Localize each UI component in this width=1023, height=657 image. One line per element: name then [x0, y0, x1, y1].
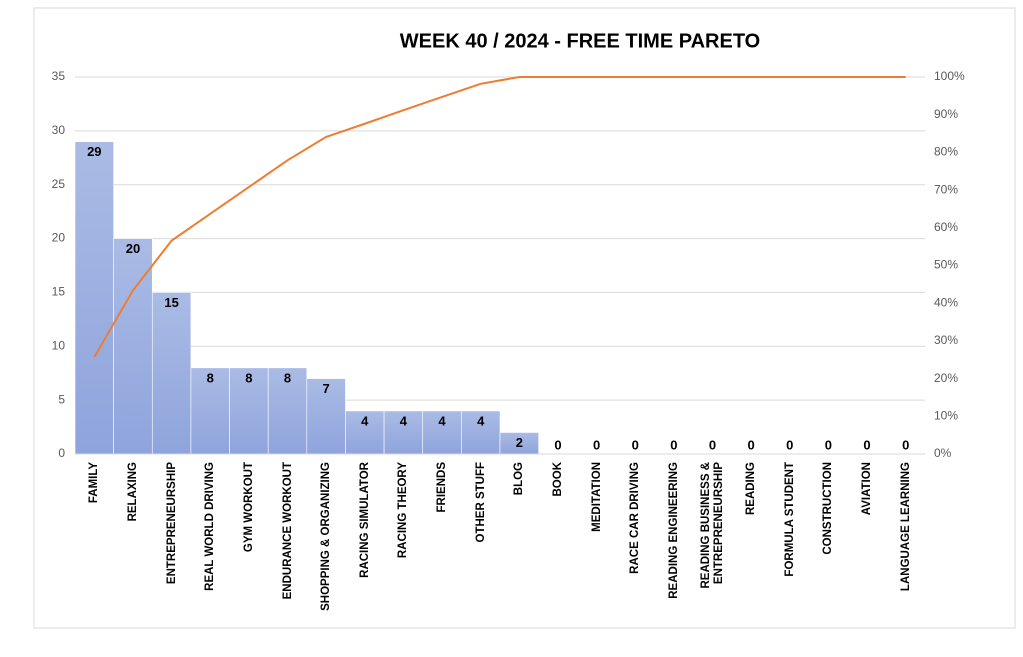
x-tick-label: CONSTRUCTION — [821, 462, 834, 555]
x-tick-label: ENDURANCE WORKOUT — [281, 462, 293, 600]
chart-border — [33, 7, 1016, 629]
x-tick-label: OTHER STUFF — [474, 462, 487, 543]
y2-tick-label: 30% — [934, 333, 958, 347]
y-tick-label: 20 — [52, 231, 66, 245]
value-label: 4 — [477, 413, 485, 428]
value-label: 0 — [554, 437, 561, 452]
bar-shade — [306, 378, 346, 454]
value-label: 8 — [207, 370, 214, 385]
y2-tick-label: 40% — [934, 295, 958, 309]
bar-shade — [384, 410, 423, 454]
y2-tick-label: 10% — [934, 408, 958, 422]
value-label: 0 — [863, 437, 870, 452]
x-tick-label: SHOPPING & ORGANIZING — [319, 462, 332, 611]
y-tick-label: 25 — [52, 177, 66, 191]
y2-tick-label: 0% — [934, 446, 952, 460]
x-tick-label: FRIENDS — [435, 462, 448, 513]
value-label: 29 — [87, 144, 101, 159]
x-tick-label: ENTREPRENEURSHIP — [165, 462, 178, 585]
value-label: 0 — [902, 437, 909, 452]
y2-tick-label: 100% — [934, 69, 965, 83]
bar-shade — [113, 238, 153, 454]
bar-shade — [152, 292, 191, 454]
x-tick-label: GYM WORKOUT — [242, 462, 255, 553]
x-tick-label: FORMULA STUDENT — [783, 462, 796, 577]
value-label: 4 — [400, 413, 408, 428]
value-label: 2 — [516, 435, 523, 450]
bar-shade — [461, 410, 500, 454]
bar-shade — [190, 367, 230, 454]
bar-shade — [345, 410, 385, 454]
chart-title: WEEK 40 / 2024 - FREE TIME PARETO — [400, 30, 760, 52]
value-label: 4 — [361, 413, 369, 428]
x-tick-label: RACING THEORY — [396, 462, 409, 559]
value-label: 0 — [786, 437, 793, 452]
y2-tick-label: 80% — [934, 145, 958, 159]
x-tick-label: RACE CAR DRIVING — [628, 462, 641, 574]
x-tick-label: BOOK — [551, 462, 564, 497]
y-tick-label: 5 — [58, 392, 65, 406]
x-tick-label: LANGUAGE LEARNING — [899, 462, 912, 592]
value-label: 0 — [709, 437, 716, 452]
y-tick-label: 15 — [52, 285, 66, 299]
x-tick-label: AVIATION — [860, 462, 873, 516]
bar-shade — [422, 410, 462, 454]
y-tick-label: 10 — [52, 338, 66, 352]
x-tick-label: READING — [744, 462, 757, 516]
value-label: 0 — [593, 437, 600, 452]
x-tick-label: MEDITATION — [590, 462, 603, 532]
value-label: 20 — [126, 241, 140, 256]
x-tick-label: REAL WORLD DRIVING — [203, 462, 216, 591]
value-label: 15 — [164, 295, 178, 310]
x-tick-label: RELAXING — [126, 462, 139, 522]
value-label: 7 — [323, 381, 330, 396]
value-label: 0 — [670, 437, 677, 452]
x-tick-label: RACING SIMULATOR — [358, 462, 371, 578]
y2-tick-label: 20% — [934, 371, 958, 385]
y-tick-label: 30 — [52, 123, 66, 137]
value-label: 8 — [284, 370, 291, 385]
cumulative-line — [93, 76, 906, 358]
x-tick-label: BLOG — [512, 462, 525, 496]
y2-tick-label: 60% — [934, 220, 958, 234]
y2-tick-label: 70% — [934, 182, 958, 196]
bar-shade — [268, 367, 307, 454]
y-tick-label: 35 — [52, 69, 66, 83]
x-tick-label: READING ENGINEERING — [667, 462, 680, 599]
value-label: 0 — [632, 437, 639, 452]
y2-tick-label: 50% — [934, 258, 958, 272]
value-label: 4 — [438, 413, 446, 428]
y2-tick-label: 90% — [934, 107, 958, 121]
x-tick-label: FAMILY — [87, 462, 100, 504]
x-tick-label: READING BUSINESS & ENTREPRENEURSHIP — [699, 462, 725, 589]
bar-shade — [500, 432, 539, 454]
y-tick-label: 0 — [58, 446, 65, 460]
bar-shade — [75, 141, 114, 454]
value-label: 0 — [748, 437, 755, 452]
value-label: 0 — [825, 437, 832, 452]
bar-shade — [229, 367, 269, 454]
value-label: 8 — [245, 370, 252, 385]
